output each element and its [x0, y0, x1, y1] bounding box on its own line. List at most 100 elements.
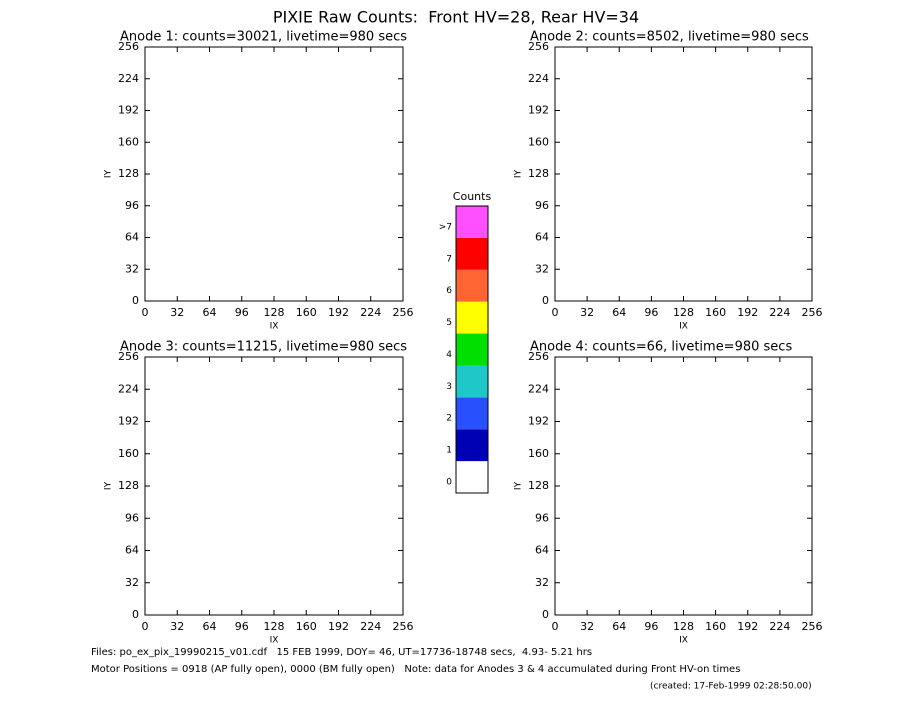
- y-tick-label: 32: [125, 262, 139, 275]
- y-axis-label: IY: [104, 481, 114, 490]
- colorbar-swatch: [456, 429, 488, 462]
- x-tick-label: 64: [612, 620, 626, 633]
- y-tick-label: 192: [528, 415, 549, 428]
- x-tick-label: 96: [235, 306, 249, 319]
- y-tick-label: 160: [118, 135, 139, 148]
- y-tick-label: 0: [542, 294, 549, 307]
- colorbar-frame: [455, 205, 489, 494]
- footer-files: Files: po_ex_pix_19990215_v01.cdf 15 FEB…: [91, 647, 592, 658]
- x-tick-label: 128: [264, 306, 285, 319]
- x-tick-label: 0: [142, 620, 149, 633]
- y-tick-label: 128: [118, 479, 139, 492]
- x-tick-label: 32: [580, 620, 594, 633]
- colorbar-label: 0: [446, 478, 452, 488]
- x-tick-label: 0: [552, 620, 559, 633]
- x-tick-label: 96: [235, 620, 249, 633]
- y-tick-label: 160: [118, 447, 139, 460]
- y-tick-label: 32: [535, 576, 549, 589]
- x-tick-label: 32: [580, 306, 594, 319]
- colorbar-label: >7: [439, 222, 452, 232]
- x-tick-label: 32: [170, 620, 184, 633]
- plot-frame: [144, 356, 404, 616]
- x-tick-label: 128: [673, 306, 694, 319]
- colorbar-label: 2: [446, 414, 452, 424]
- footer-created: (created: 17-Feb-1999 02:28:50.00): [650, 682, 812, 692]
- y-tick-label: 256: [528, 40, 549, 53]
- figure-title: PIXIE Raw Counts: Front HV=28, Rear HV=3…: [273, 8, 639, 27]
- x-tick-label: 0: [142, 306, 149, 319]
- y-tick-label: 64: [535, 544, 549, 557]
- x-tick-label: 224: [769, 620, 790, 633]
- x-tick-label: 64: [612, 306, 626, 319]
- x-tick-label: 0: [552, 306, 559, 319]
- colorbar-label: 7: [446, 254, 452, 264]
- colorbar-swatch: [456, 397, 488, 430]
- y-tick-label: 96: [125, 511, 139, 524]
- y-tick-label: 192: [118, 415, 139, 428]
- y-tick-label: 256: [528, 350, 549, 363]
- x-axis-label: IX: [270, 636, 279, 646]
- y-tick-label: 32: [125, 576, 139, 589]
- y-tick-label: 0: [542, 608, 549, 621]
- y-axis-label: IY: [514, 481, 524, 490]
- x-tick-label: 256: [802, 620, 823, 633]
- y-tick-label: 128: [528, 167, 549, 180]
- colorbar-label: 3: [446, 382, 452, 392]
- y-tick-label: 32: [535, 262, 549, 275]
- panel-title: Anode 1: counts=30021, livetime=980 secs: [120, 30, 407, 45]
- x-tick-label: 224: [360, 620, 381, 633]
- y-tick-label: 0: [132, 294, 139, 307]
- plot-frame: [554, 356, 813, 616]
- y-tick-label: 64: [535, 231, 549, 244]
- y-tick-label: 96: [125, 199, 139, 212]
- y-tick-label: 128: [528, 479, 549, 492]
- y-tick-label: 192: [528, 104, 549, 117]
- colorbar-title: Counts: [453, 190, 492, 203]
- x-tick-label: 160: [296, 306, 317, 319]
- colorbar-label: 4: [446, 350, 452, 360]
- y-tick-label: 256: [118, 40, 139, 53]
- y-tick-label: 128: [118, 167, 139, 180]
- x-tick-label: 224: [360, 306, 381, 319]
- x-tick-label: 224: [769, 306, 790, 319]
- footer-motor: Motor Positions = 0918 (AP fully open), …: [91, 664, 740, 675]
- x-tick-label: 64: [203, 306, 217, 319]
- x-tick-label: 128: [264, 620, 285, 633]
- y-tick-label: 256: [118, 350, 139, 363]
- y-tick-label: 96: [535, 199, 549, 212]
- x-tick-label: 256: [802, 306, 823, 319]
- y-tick-label: 64: [125, 231, 139, 244]
- x-tick-label: 192: [328, 306, 349, 319]
- y-tick-label: 192: [118, 104, 139, 117]
- colorbar-swatch: [456, 365, 488, 398]
- panel-title: Anode 3: counts=11215, livetime=980 secs: [120, 340, 407, 355]
- plot-frame: [144, 46, 404, 302]
- x-tick-label: 32: [170, 306, 184, 319]
- x-tick-label: 96: [644, 306, 658, 319]
- x-tick-label: 128: [673, 620, 694, 633]
- colorbar-swatch: [456, 301, 488, 334]
- y-tick-label: 64: [125, 544, 139, 557]
- x-tick-label: 192: [328, 620, 349, 633]
- x-tick-label: 64: [203, 620, 217, 633]
- colorbar-swatch: [456, 237, 488, 270]
- x-tick-label: 192: [737, 306, 758, 319]
- colorbar-swatch: [456, 333, 488, 366]
- y-axis-label: IY: [514, 169, 524, 178]
- y-tick-label: 160: [528, 447, 549, 460]
- y-axis-label: IY: [104, 169, 114, 178]
- x-tick-label: 96: [644, 620, 658, 633]
- x-tick-label: 160: [705, 306, 726, 319]
- panel-title: Anode 2: counts=8502, livetime=980 secs: [530, 30, 809, 45]
- y-tick-label: 96: [535, 511, 549, 524]
- plot-frame: [554, 46, 813, 302]
- panel-title: Anode 4: counts=66, livetime=980 secs: [530, 340, 792, 355]
- x-tick-label: 192: [737, 620, 758, 633]
- y-tick-label: 224: [118, 72, 139, 85]
- colorbar-swatch: [456, 269, 488, 302]
- y-tick-label: 224: [528, 382, 549, 395]
- y-tick-label: 224: [118, 382, 139, 395]
- x-tick-label: 160: [705, 620, 726, 633]
- y-tick-label: 0: [132, 608, 139, 621]
